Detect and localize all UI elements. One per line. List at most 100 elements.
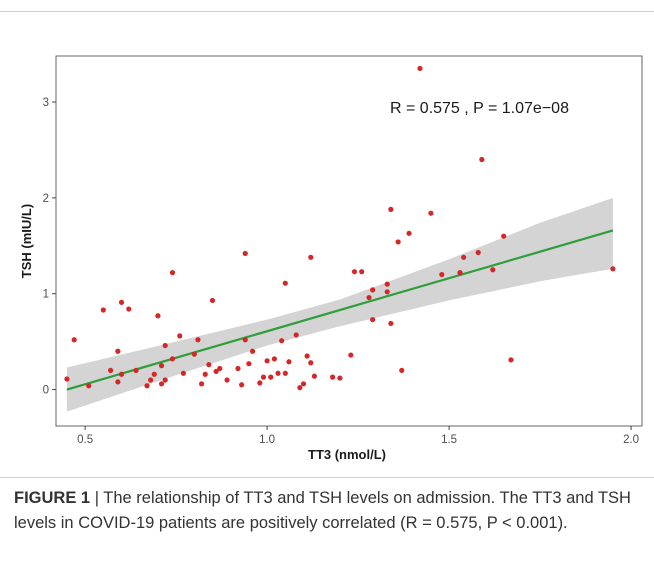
figure-label: FIGURE 1 [14, 489, 91, 507]
data-point [162, 342, 168, 349]
data-point [242, 337, 248, 343]
data-point [439, 271, 445, 278]
x-axis-label: TT3 (nmol/L) [308, 447, 386, 462]
data-point [479, 156, 485, 163]
data-point [162, 377, 168, 383]
caption-separator: | [90, 489, 104, 507]
y-axis-label: TSH (mIU/L) [19, 204, 34, 278]
data-point [337, 375, 343, 381]
data-point [351, 269, 358, 275]
data-point [286, 359, 292, 365]
data-point [395, 239, 401, 245]
data-point [169, 270, 176, 276]
data-point [249, 348, 256, 354]
data-point [64, 376, 70, 382]
scatter-chart: 0.5 1.0 1.5 2.0 0 1 2 3 R = 0.575 , P = 1.07e−… [19, 55, 643, 462]
data-point [490, 267, 496, 273]
x-axis: 0.5 1.0 1.5 2.0 [77, 426, 639, 446]
data-point [115, 379, 121, 385]
data-point [279, 338, 285, 344]
data-point [271, 356, 277, 362]
data-points-layer [64, 65, 616, 391]
data-point [107, 367, 114, 374]
data-point [180, 370, 186, 376]
data-point [457, 270, 463, 276]
data-point [293, 332, 299, 338]
data-point [71, 337, 77, 343]
caption-text: The relationship of TT3 and TSH levels o… [14, 489, 631, 532]
data-point [115, 348, 121, 354]
data-point [388, 206, 394, 212]
x-tick-label: 2.0 [623, 434, 639, 446]
figure-caption: FIGURE 1 | The relationship of TT3 and T… [14, 486, 640, 536]
data-point [282, 370, 288, 376]
data-point [257, 380, 263, 386]
data-point [100, 307, 106, 313]
data-point [260, 374, 267, 380]
data-point [126, 306, 132, 312]
data-point [195, 337, 201, 343]
data-point [246, 361, 252, 367]
data-point [155, 313, 161, 319]
data-point [475, 249, 481, 256]
data-point [370, 287, 376, 293]
data-point [209, 297, 216, 304]
data-point [388, 320, 394, 327]
data-point [191, 351, 197, 357]
data-point [264, 358, 270, 364]
figure-top-rule [0, 11, 654, 12]
data-point [308, 254, 314, 260]
data-point [275, 370, 281, 376]
data-point [177, 333, 183, 339]
data-point [428, 210, 434, 216]
correlation-annotation: R = 0.575 , P = 1.07e−08 [390, 100, 569, 117]
y-tick-label: 1 [43, 289, 49, 301]
x-tick-label: 1.0 [259, 434, 275, 446]
data-point [158, 363, 165, 369]
data-point [144, 383, 150, 389]
data-point [384, 289, 390, 295]
data-point [118, 299, 125, 305]
data-point [461, 254, 467, 260]
data-point [198, 381, 205, 387]
plot-panel-border [55, 55, 643, 427]
data-point [235, 365, 241, 372]
data-point [213, 368, 219, 374]
data-point [268, 374, 274, 380]
data-point [206, 362, 212, 368]
data-point [311, 373, 318, 379]
y-tick-label: 2 [43, 193, 49, 205]
data-point [151, 371, 157, 377]
data-point [217, 365, 223, 372]
data-point [610, 266, 616, 272]
data-point [133, 367, 139, 374]
data-point [169, 356, 176, 362]
data-point [330, 374, 336, 380]
data-point [239, 382, 245, 388]
y-tick-label: 0 [43, 385, 49, 397]
data-point [406, 230, 412, 236]
data-point [158, 381, 165, 387]
data-point [348, 352, 354, 358]
data-point [384, 281, 390, 287]
data-point [86, 383, 92, 389]
data-point [417, 65, 423, 72]
data-point [297, 385, 303, 391]
data-point [501, 233, 507, 239]
data-point [399, 367, 405, 374]
data-point [118, 371, 125, 377]
data-point [359, 269, 365, 275]
y-tick-label: 3 [43, 97, 49, 109]
data-point [202, 371, 208, 377]
data-point [366, 294, 372, 301]
data-point [242, 250, 248, 257]
data-point [300, 381, 307, 387]
data-point [148, 377, 154, 383]
data-point [304, 353, 310, 359]
y-axis: 0 1 2 3 [43, 97, 56, 397]
fit-line-layer [66, 229, 614, 391]
x-tick-label: 0.5 [77, 434, 93, 446]
data-point [224, 377, 230, 383]
data-point [308, 360, 314, 366]
x-tick-label: 1.5 [441, 434, 457, 446]
